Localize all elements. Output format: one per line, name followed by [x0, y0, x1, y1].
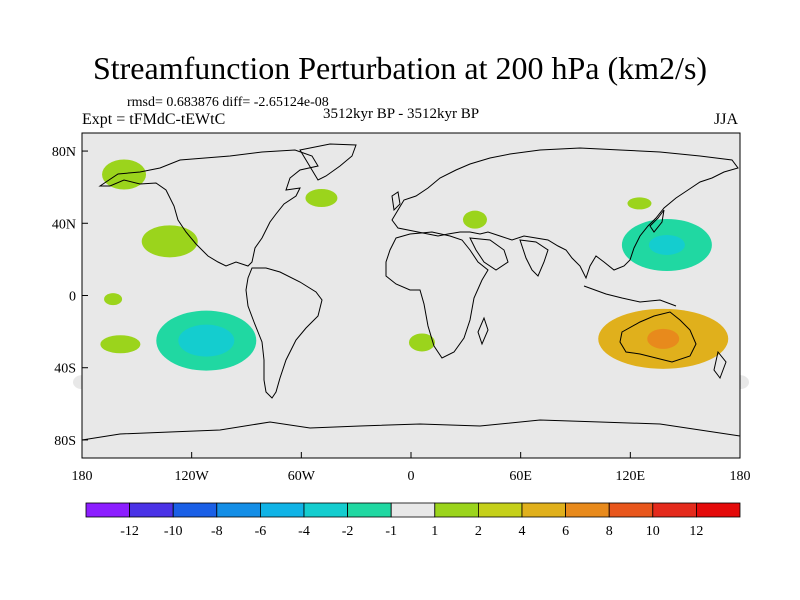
- x-tick-label: 120E: [616, 469, 646, 484]
- y-axis: 80N 40N 0 40S 80S: [52, 145, 88, 449]
- anomaly-kamchatka-anomaly: [627, 197, 652, 210]
- colorbar: -12 -10 -8 -6 -4 -2 -1 1 2 4 6 8 10 12: [85, 502, 741, 539]
- y-tick-label: 0: [69, 290, 76, 305]
- period-label: 3512kyr BP - 3512kyr BP: [323, 106, 480, 122]
- plot-title: Streamfunction Perturbation at 200 hPa (…: [92, 50, 708, 86]
- coastline-japan: [649, 209, 665, 233]
- x-tick-label: 180: [72, 469, 93, 484]
- anomaly-black-sea-anomaly: [462, 210, 487, 229]
- colorbar-label: -2: [342, 524, 354, 539]
- colorbar-label: -12: [120, 524, 139, 539]
- colorbar-swatch: [216, 502, 261, 518]
- colorbar-label: -8: [211, 524, 223, 539]
- x-tick-label: 60E: [509, 469, 532, 484]
- colorbar-swatch: [129, 502, 174, 518]
- colorbar-label: -1: [385, 524, 397, 539]
- coastline-india: [519, 239, 549, 277]
- anomaly-tropical-pacific-anomaly: [104, 293, 123, 306]
- colorbar-swatch: [565, 502, 610, 518]
- anomaly-core: [647, 328, 680, 349]
- colorbar-label: 12: [689, 524, 703, 539]
- colorbar-swatch: [608, 502, 654, 518]
- anomaly-eastern-pacific-anomaly: [141, 225, 198, 258]
- colorbar-label: 10: [646, 524, 660, 539]
- colorbar-swatch: [477, 502, 523, 518]
- coastline-antarctica: [81, 419, 741, 441]
- y-tick-label: 40N: [52, 217, 76, 232]
- colorbar-label: 1: [431, 524, 438, 539]
- colorbar-label: -4: [298, 524, 310, 539]
- y-tick-label: 40S: [54, 362, 76, 377]
- coastline-arabia: [469, 237, 509, 271]
- anomaly-south-pacific-anomaly-west-: [100, 335, 141, 354]
- x-tick-label: 120W: [175, 469, 210, 484]
- map-background: [82, 133, 740, 458]
- anomaly-north-atlantic-anomaly: [305, 189, 338, 207]
- coastline-south-america: [245, 267, 323, 399]
- colorbar-label: 8: [606, 524, 613, 539]
- x-axis: 180 120W 60W 0 60E 120E 180: [72, 452, 751, 484]
- x-tick-label: 0: [408, 469, 415, 484]
- experiment-label: Expt = tFMdC-tEWtC: [82, 111, 226, 128]
- coastline-indonesia: [583, 285, 677, 307]
- coastline-new-zealand: [713, 350, 727, 380]
- colorbar-swatch: [652, 502, 697, 518]
- colorbar-swatch: [172, 502, 218, 518]
- colorbar-label: 4: [519, 524, 526, 539]
- stats-label: rmsd= 0.683876 diff= -2.65124e-08: [127, 95, 329, 110]
- coastline-eurasia: [391, 147, 739, 280]
- colorbar-swatch: [347, 502, 392, 518]
- colorbar-swatch: [85, 502, 130, 518]
- season-label: JJA: [714, 111, 739, 128]
- anomaly-core: [648, 234, 685, 255]
- colorbar-swatch: [696, 502, 741, 518]
- anomaly-south-atlantic-anomaly: [325, 323, 370, 352]
- colorbar-label: -6: [255, 524, 267, 539]
- coastline-africa: [385, 231, 489, 359]
- colorbar-label: 2: [475, 524, 482, 539]
- anomaly-core: [178, 324, 235, 357]
- colorbar-swatch: [259, 502, 305, 518]
- coastline-north-america: [98, 149, 319, 267]
- anomaly-contours: [73, 157, 749, 390]
- colorbar-label: 6: [562, 524, 569, 539]
- coastline-british-isles: [391, 191, 401, 212]
- coastline-australia: [619, 311, 697, 363]
- colorbar-swatch: [434, 502, 479, 518]
- coastlines: [81, 143, 741, 441]
- y-tick-label: 80S: [54, 434, 76, 449]
- anomaly-south-atlantic-anomaly-east-: [408, 333, 435, 352]
- colorbar-swatch: [303, 502, 348, 518]
- map-panel: 180 120W 60W 0 60E 120E 180 80N 40N 0 40S 80S: [52, 132, 751, 484]
- colorbar-swatch: [390, 502, 436, 518]
- coastline-greenland: [299, 143, 357, 181]
- colorbar-swatch: [521, 502, 566, 518]
- anomaly-canada-anomaly: [224, 191, 277, 220]
- anomaly-siberia-anomaly: [542, 157, 599, 188]
- coastline-madagascar: [477, 316, 489, 346]
- y-tick-label: 80N: [52, 145, 76, 160]
- x-tick-label: 180: [730, 469, 751, 484]
- anomaly-northern-pacific-anomaly: [102, 159, 147, 190]
- colorbar-label: -10: [164, 524, 183, 539]
- x-tick-label: 60W: [288, 469, 316, 484]
